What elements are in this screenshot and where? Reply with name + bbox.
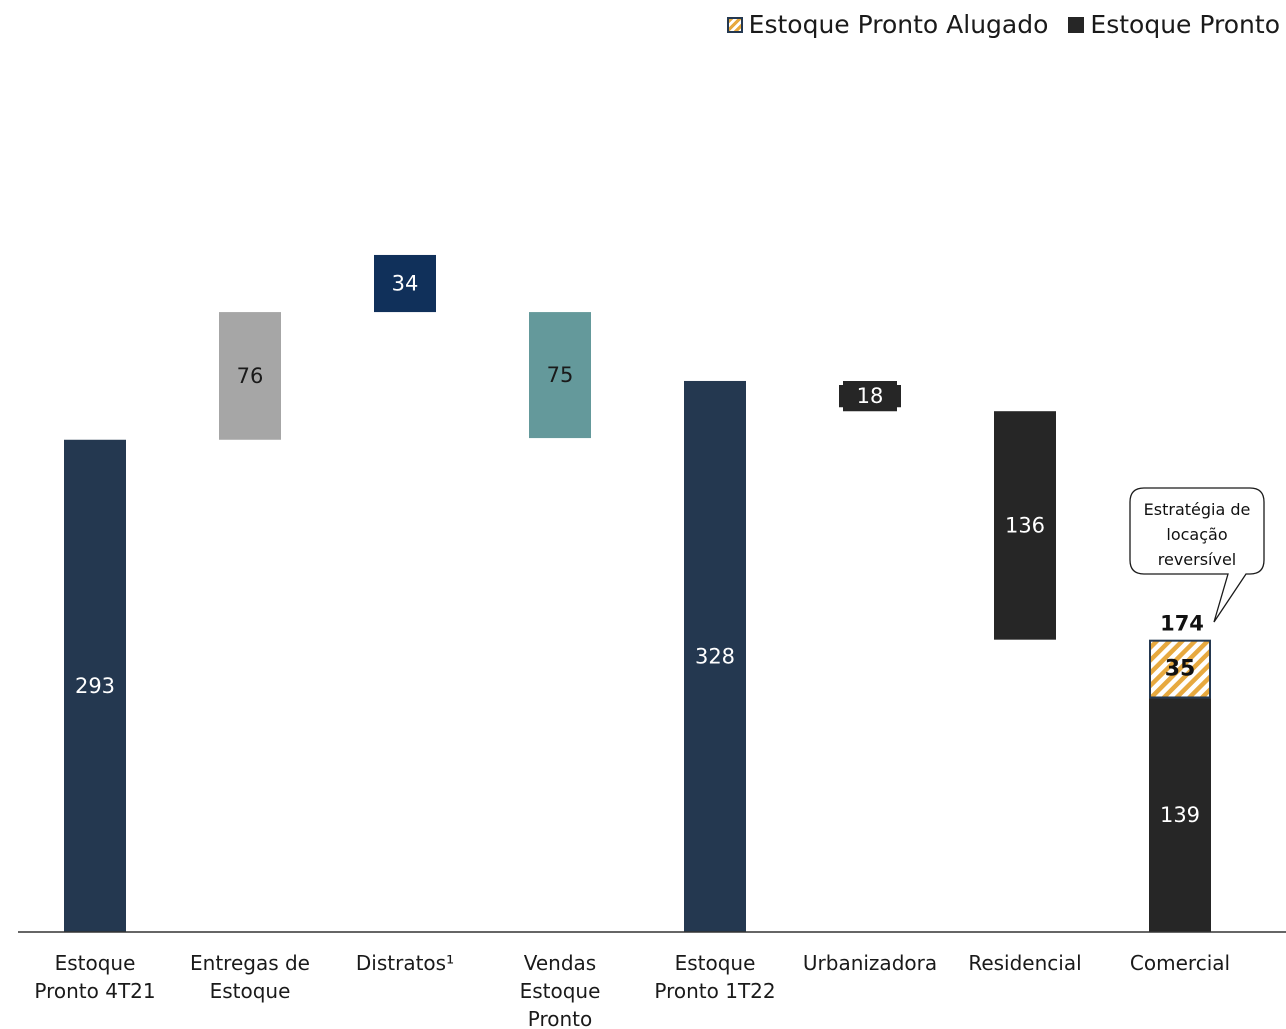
legend-item-estoque-pronto-alugado: Estoque Pronto Alugado xyxy=(726,10,1049,39)
callout-text-0: Estratégia de locação reversível xyxy=(1144,500,1251,569)
bar-segment-7-0 xyxy=(1149,698,1211,932)
data-label-7-1: 35 xyxy=(1165,657,1196,682)
category-label-5: Urbanizadora xyxy=(803,951,937,975)
bar-segment-4-0 xyxy=(684,380,746,933)
total-label-7: 174 xyxy=(1160,612,1204,636)
bars-layer xyxy=(64,254,1211,933)
legend: Estoque Pronto Alugado Estoque Pronto xyxy=(707,10,1280,39)
data-label-6-0: 136 xyxy=(1005,513,1045,537)
bar-segment-2-0 xyxy=(374,254,436,313)
data-label-2-0: 34 xyxy=(392,272,419,296)
bar-segment-1-0 xyxy=(219,312,281,440)
data-label-3-0: 75 xyxy=(547,363,574,387)
category-label-3: Vendas Estoque Pronto xyxy=(520,951,601,1029)
legend-label-pronto: Estoque Pronto xyxy=(1090,10,1280,39)
callout-bubble-0 xyxy=(1129,487,1265,623)
category-label-4: Estoque Pronto 1T22 xyxy=(654,951,775,1003)
bar-segment-0-0 xyxy=(64,439,126,932)
data-label-7-0: 139 xyxy=(1160,803,1200,827)
category-label-6: Residencial xyxy=(968,951,1081,975)
category-label-0: Estoque Pronto 4T21 xyxy=(34,951,155,1003)
bar-segment-5-0 xyxy=(839,380,901,412)
category-label-7: Comercial xyxy=(1130,951,1230,975)
data-label-1-0: 76 xyxy=(237,364,264,388)
data-label-4-0: 328 xyxy=(695,644,735,668)
solid-swatch-icon xyxy=(1068,16,1085,33)
data-label-5-0: 18 xyxy=(857,384,884,408)
category-label-2: Distratos¹ xyxy=(356,951,454,975)
bar-segment-3-0 xyxy=(529,312,591,439)
labels-layer: 293 76 34 75 328 18 136 139 35 174 xyxy=(75,272,1204,828)
bar-segment-7-1 xyxy=(1149,639,1211,699)
category-label-1: Entregas de Estoque xyxy=(190,951,310,1003)
data-label-0-0: 293 xyxy=(75,674,115,698)
annotations-layer: Estratégia de locação reversível xyxy=(1129,487,1265,623)
hatched-swatch-icon xyxy=(726,16,743,33)
legend-label-alugado: Estoque Pronto Alugado xyxy=(748,10,1049,39)
legend-item-estoque-pronto: Estoque Pronto xyxy=(1068,10,1280,39)
category-labels: Estoque Pronto 4T21 Entregas de Estoque Dist… xyxy=(34,951,1230,1029)
bar-segment-6-0 xyxy=(994,411,1056,640)
